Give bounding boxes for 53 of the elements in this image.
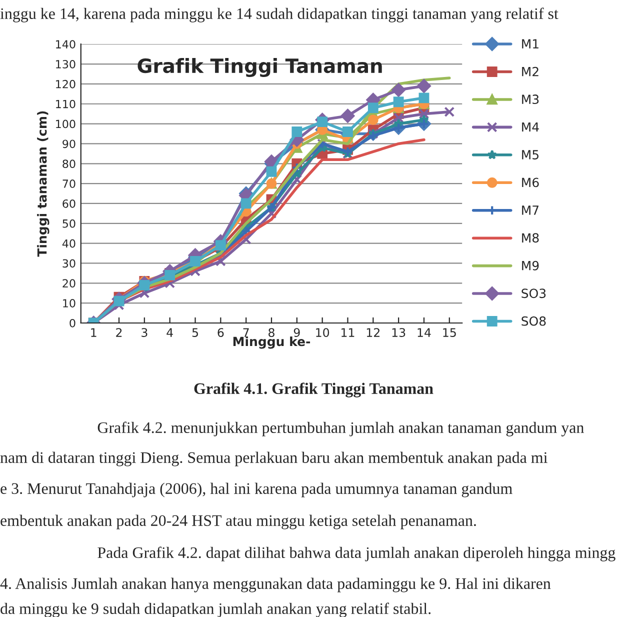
legend-label: SO8	[522, 316, 546, 326]
legend-label: M4	[522, 122, 539, 132]
y-tick-label: 60	[62, 199, 76, 208]
legend-label: M9	[522, 260, 539, 270]
text: embentuk anakan pada 20-24 HST atau minggu ketiga setelah penanaman.	[0, 514, 476, 530]
legend-label: M1	[522, 39, 538, 48]
x-tick-label: 3	[142, 328, 148, 337]
y-tick-label: 110	[56, 100, 76, 108]
legend-label: M7	[522, 206, 539, 215]
y-tick-label: 0	[70, 318, 76, 328]
x-tick-label: 11	[342, 328, 354, 337]
text: da minggu ke 9 sudah didapatkan jumlah anakan yang relatif stabil.	[0, 602, 431, 617]
text: e 3. Menurut Tanahdjaja (2006), hal ini karena pada umumnya tanaman gandum	[0, 482, 512, 498]
y-tick-label: 20	[62, 279, 76, 288]
y-tick-label: 50	[62, 219, 76, 228]
y-tick-label: 40	[62, 239, 76, 248]
y-tick-label: 130	[56, 60, 76, 68]
x-tick-label: 13	[392, 328, 406, 337]
y-tick-label: 100	[56, 120, 76, 128]
x-tick-label: 9	[294, 328, 300, 337]
y-tick-label: 90	[62, 140, 76, 148]
text: nam di dataran tinggi Dieng. Semua perlakuan baru akan membentuk anakan pada mi	[0, 452, 548, 466]
text: Grafik 4.2. menunjukkan pertumbuhan jumlah anakan tanaman gandum yan	[98, 422, 584, 436]
text: Grafik 4.1. Grafik Tinggi Tanaman	[194, 382, 434, 398]
legend-label: M6	[522, 178, 539, 188]
y-tick-label: 30	[62, 259, 76, 268]
text: 4. Analisis Jumlah anakan hanya menggunakan data padaminggu ke 9. Hal ini dikaren	[0, 578, 551, 592]
legend-label: SO3	[522, 288, 546, 298]
legend-label: M2	[522, 66, 538, 76]
text: Grafik Tinggi Tanaman	[138, 58, 382, 78]
x-tick-label: 6	[218, 328, 224, 337]
text: Pada Grafik 4.2. dapat dilihat bahwa data jumlah anakan diperoleh hingga mingg	[98, 546, 616, 562]
x-axis-title: Minggu ke-	[233, 336, 310, 349]
legend-label: M5	[522, 150, 538, 160]
x-tick-label: 10	[316, 328, 330, 337]
text: inggu ke 14, karena pada minggu ke 14 sudah didapatkan tinggi tanaman yang relatif st	[0, 8, 558, 22]
y-tick-label: 10	[63, 299, 76, 308]
y-tick-label: 80	[62, 160, 76, 168]
x-tick-label: 12	[366, 328, 380, 337]
x-tick-label: 8	[268, 328, 274, 337]
x-tick-label: 15	[443, 328, 456, 337]
y-tick-label: 70	[62, 180, 76, 188]
y-axis-title: Tinggi tanaman (cm)	[37, 111, 50, 257]
x-tick-label: 1	[91, 328, 96, 337]
legend-label: M8	[522, 233, 539, 243]
x-tick-label: 14	[418, 328, 431, 337]
legend-label: M3	[522, 94, 539, 104]
x-tick-label: 5	[192, 328, 198, 337]
y-tick-label: 140	[56, 40, 76, 48]
x-tick-label: 2	[116, 328, 122, 337]
x-tick-label: 4	[166, 328, 173, 337]
y-tick-label: 120	[56, 80, 76, 88]
x-tick-label: 7	[243, 328, 249, 337]
